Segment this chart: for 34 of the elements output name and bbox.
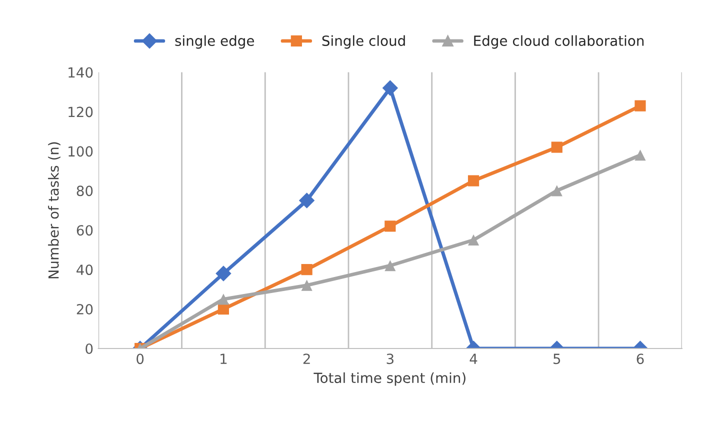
x-tick-label: 3 (386, 354, 394, 364)
point (634, 100, 646, 112)
point (301, 280, 312, 291)
x-tick-label: 2 (303, 354, 310, 364)
point (551, 185, 562, 196)
x-tick-label: 0 (136, 354, 144, 364)
y-tick-label: 120 (68, 106, 93, 118)
y-axis-title: Number of tasks (n) (48, 142, 60, 278)
point (298, 192, 315, 208)
x-axis-title: Total time spent (min) (314, 372, 466, 386)
point (384, 260, 396, 272)
y-tick-label: 40 (76, 264, 93, 276)
y-tick-label: 20 (76, 304, 93, 315)
legend-label: single edge (175, 35, 254, 49)
y-tick-label: 80 (76, 186, 93, 196)
y-tick-label: 0 (86, 343, 93, 354)
point (551, 142, 562, 153)
point (218, 294, 230, 305)
point (468, 234, 480, 246)
legend-label: Single cloud (322, 35, 405, 49)
y-tick-label: 140 (68, 67, 93, 78)
point (216, 266, 232, 282)
legend-label: Edge cloud collaboration (474, 35, 644, 49)
y-tick-label: 100 (68, 146, 93, 157)
x-tick-label: 6 (636, 354, 644, 364)
y-tick-label: 60 (76, 225, 93, 236)
point (634, 150, 646, 161)
point (301, 264, 312, 276)
x-tick-label: 5 (554, 354, 560, 364)
x-tick-label: 1 (220, 354, 227, 364)
x-tick-label: 4 (470, 354, 478, 364)
point (468, 175, 480, 186)
point (384, 220, 396, 232)
point (382, 80, 398, 96)
